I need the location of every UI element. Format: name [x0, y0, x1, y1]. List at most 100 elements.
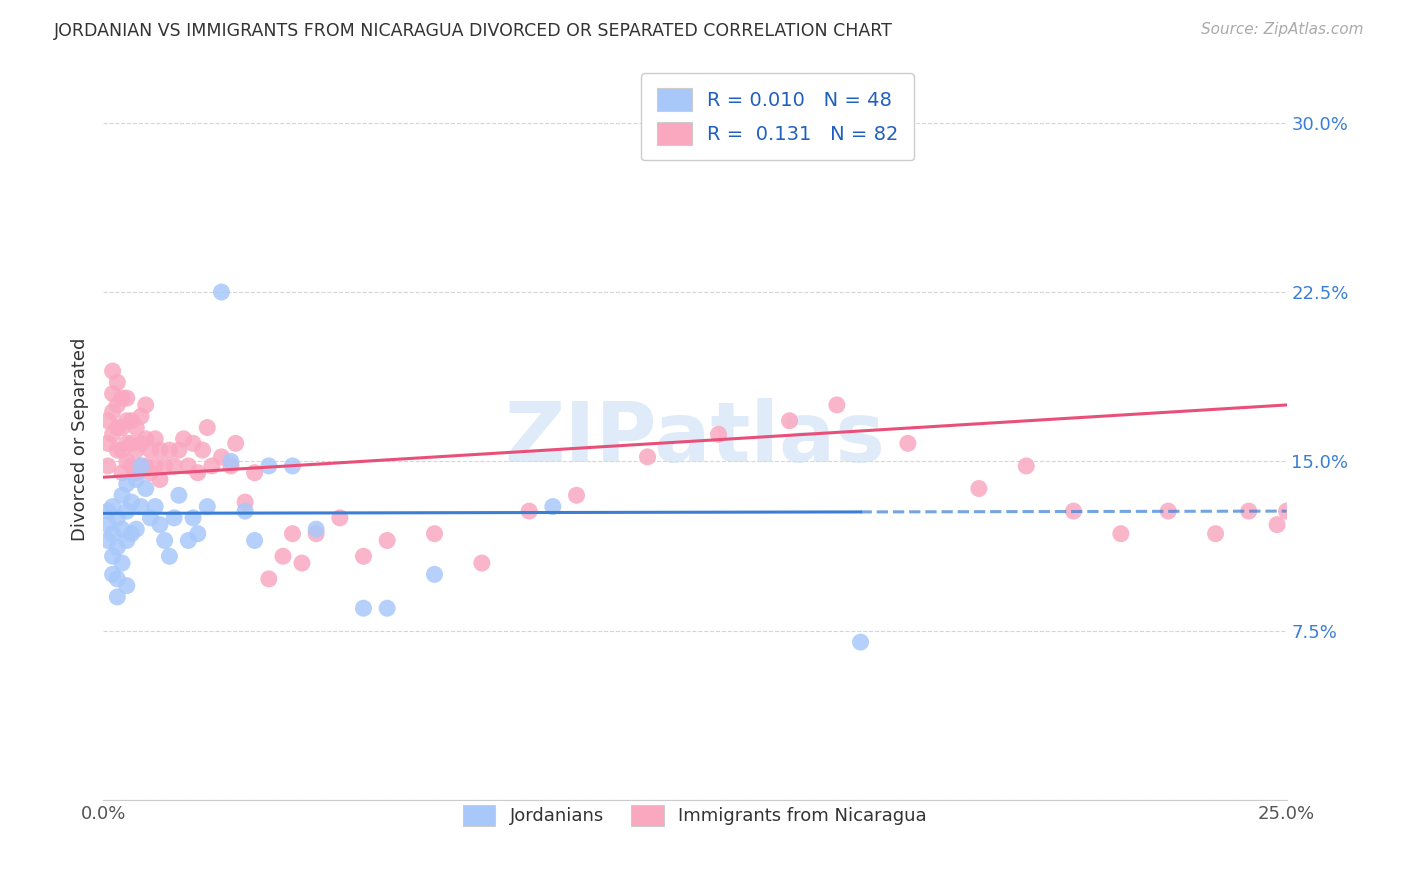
Point [1285, 526, 1308, 541]
Point [243, 533, 266, 548]
Point [101, 405, 124, 419]
Point [135, 432, 157, 446]
Point [97, 458, 120, 473]
Point [157, 443, 180, 458]
Point [177, 458, 200, 473]
Point [181, 511, 204, 525]
Text: JORDANIAN VS IMMIGRANTS FROM NICARAGUA DIVORCED OR SEPARATED CORRELATION CHART: JORDANIAN VS IMMIGRANTS FROM NICARAGUA D… [53, 22, 893, 40]
Point [115, 533, 138, 548]
Point [125, 473, 148, 487]
Point [111, 443, 134, 458]
Point [967, 482, 990, 496]
Point [541, 500, 564, 514]
Point [163, 511, 186, 525]
Point [121, 495, 143, 509]
Point [149, 443, 172, 458]
Point [115, 477, 138, 491]
Point [195, 500, 218, 514]
Point [423, 526, 446, 541]
Point [825, 398, 848, 412]
Point [201, 458, 224, 473]
Point [219, 458, 242, 473]
Text: Source: ZipAtlas.com: Source: ZipAtlas.com [1201, 22, 1364, 37]
Point [1237, 504, 1260, 518]
Point [173, 432, 195, 446]
Point [305, 526, 328, 541]
Point [281, 526, 304, 541]
Point [139, 511, 162, 525]
Point [281, 458, 304, 473]
Point [115, 454, 138, 468]
Point [187, 466, 209, 480]
Point [149, 517, 172, 532]
Point [121, 526, 143, 541]
Point [153, 458, 176, 473]
Point [143, 500, 166, 514]
Point [101, 427, 124, 442]
Point [211, 450, 233, 464]
Point [375, 533, 398, 548]
Point [135, 482, 157, 496]
Point [97, 533, 120, 548]
Point [101, 386, 124, 401]
Point [243, 466, 266, 480]
Point [105, 541, 128, 555]
Legend: Jordanians, Immigrants from Nicaragua: Jordanians, Immigrants from Nicaragua [454, 796, 936, 835]
Point [105, 572, 128, 586]
Point [115, 414, 138, 428]
Point [1265, 517, 1288, 532]
Point [163, 458, 186, 473]
Point [135, 458, 157, 473]
Point [139, 466, 162, 480]
Point [125, 443, 148, 458]
Text: ZIPatlas: ZIPatlas [505, 399, 886, 479]
Point [1063, 504, 1085, 518]
Point [101, 364, 124, 378]
Point [423, 567, 446, 582]
Point [129, 409, 152, 424]
Point [105, 511, 128, 525]
Point [329, 511, 352, 525]
Point [101, 500, 124, 514]
Point [707, 427, 730, 442]
Point [187, 526, 209, 541]
Point [225, 436, 247, 450]
Point [637, 450, 659, 464]
Point [353, 549, 375, 564]
Point [105, 398, 128, 412]
Point [101, 526, 124, 541]
Point [149, 473, 172, 487]
Point [97, 436, 120, 450]
Point [125, 466, 148, 480]
Point [157, 549, 180, 564]
Point [125, 522, 148, 536]
Point [167, 443, 190, 458]
Point [143, 432, 166, 446]
Point [271, 549, 294, 564]
Point [111, 488, 134, 502]
Point [1275, 504, 1298, 518]
Point [219, 454, 242, 468]
Point [1157, 504, 1180, 518]
Point [115, 436, 138, 450]
Point [111, 556, 134, 570]
Point [121, 414, 143, 428]
Point [167, 488, 190, 502]
Point [257, 458, 280, 473]
Point [139, 443, 162, 458]
Point [135, 398, 157, 412]
Point [97, 517, 120, 532]
Point [1205, 526, 1227, 541]
Point [1015, 458, 1038, 473]
Point [115, 579, 138, 593]
Point [211, 285, 233, 299]
Point [111, 466, 134, 480]
Point [1109, 526, 1132, 541]
Point [1299, 517, 1322, 532]
Point [471, 556, 494, 570]
Point [129, 436, 152, 450]
Point [517, 504, 540, 518]
Point [195, 420, 218, 434]
Point [111, 522, 134, 536]
Point [305, 522, 328, 536]
